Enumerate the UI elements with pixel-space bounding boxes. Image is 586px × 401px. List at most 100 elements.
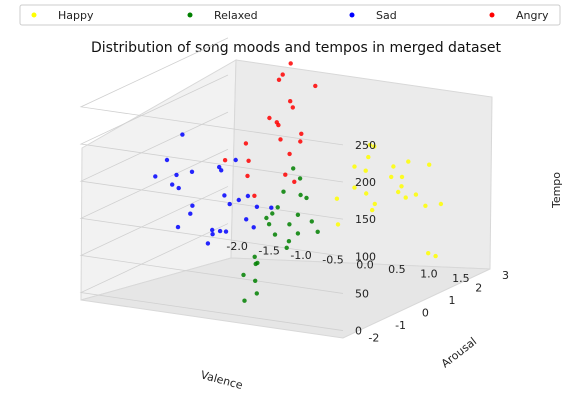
data-point-happy (438, 201, 444, 207)
legend-label-angry: Angry (516, 9, 549, 22)
data-point-sad (188, 211, 193, 216)
data-point-angry (283, 172, 288, 177)
data-point-angry (252, 193, 257, 198)
data-point-happy (423, 203, 428, 208)
tick-labels: -2.0 -1.5 -1.0 -0.5 0.0 0.5 1.0 1.5 -2 -1 0 1 2 3 0 50 1… (226, 139, 509, 345)
data-point-relaxed (291, 166, 296, 171)
data-point-sad (210, 232, 215, 237)
floor-pane (80, 257, 491, 339)
data-point-angry (222, 158, 228, 163)
data-point-sad (233, 157, 238, 163)
data-point-sad (164, 157, 170, 163)
chart-title: Distribution of song moods and tempos in… (91, 40, 502, 56)
x-tick-label: 1.0 (420, 268, 438, 281)
data-point-sad (245, 193, 251, 199)
data-point-happy (352, 164, 357, 169)
data-point-angry (313, 83, 318, 89)
data-point-angry (267, 115, 272, 121)
data-point-angry (299, 131, 304, 136)
data-point-happy (433, 253, 438, 259)
data-point-angry (288, 99, 293, 104)
data-point-relaxed (241, 272, 246, 278)
data-point-happy (396, 189, 401, 195)
data-point-happy (367, 142, 373, 148)
z-gridline (79, 37, 344, 146)
legend-marker-happy (31, 12, 37, 18)
data-point-sad (153, 174, 158, 179)
data-point-relaxed (253, 261, 258, 267)
data-point-sad (217, 164, 222, 170)
data-point-angry (278, 137, 283, 142)
legend-marker-angry (489, 12, 495, 18)
legend-item-relaxed: Relaxed (187, 9, 258, 22)
data-point-angry (246, 158, 251, 163)
data-point-relaxed (254, 291, 259, 296)
data-point-happy (399, 174, 405, 180)
data-point-happy (426, 251, 431, 256)
data-point-sad (205, 241, 211, 246)
legend-label-relaxed: Relaxed (214, 9, 258, 22)
data-point-relaxed (281, 189, 286, 194)
y-tick-label: 1 (449, 294, 456, 307)
data-point-relaxed (266, 222, 272, 227)
data-point-sad (190, 203, 195, 208)
data-point-sad (189, 169, 195, 174)
data-point-relaxed (309, 219, 314, 224)
z-gridline (79, 148, 344, 257)
z-tick-label: 150 (355, 213, 376, 226)
data-point-sad (244, 217, 249, 222)
y-tick-label: 3 (502, 269, 509, 282)
data-point-angry (298, 139, 303, 144)
data-point-angry (288, 61, 293, 66)
data-point-relaxed (298, 192, 303, 198)
data-point-relaxed (270, 211, 275, 216)
x-tick-label: -1.0 (290, 249, 311, 262)
y-axis-label: Arousal (439, 335, 479, 371)
data-point-relaxed (272, 232, 278, 237)
data-point-sad (254, 204, 260, 209)
back-pane-right (230, 59, 493, 270)
data-point-happy (370, 207, 375, 213)
data-point-sad (222, 193, 227, 198)
data-point-happy (372, 201, 377, 207)
z-tick-label: 100 (355, 250, 376, 263)
x-tick-label: 1.5 (452, 272, 470, 285)
data-point-relaxed (304, 195, 309, 201)
data-point-sad (223, 229, 229, 234)
data-point-relaxed (275, 205, 280, 210)
data-point-happy (413, 192, 419, 197)
z-tick-label: 200 (355, 176, 376, 189)
data-point-angry (292, 179, 297, 184)
data-point-happy (427, 162, 432, 167)
z-tick-label: 50 (355, 287, 369, 300)
data-point-sad (180, 132, 185, 137)
data-point-happy (364, 191, 369, 196)
data-point-relaxed (287, 222, 292, 227)
data-point-angry (290, 105, 295, 110)
data-point-angry (280, 72, 285, 77)
data-point-relaxed (295, 231, 301, 236)
data-point-happy (363, 168, 368, 173)
legend-label-sad: Sad (376, 9, 397, 22)
z-tick-label: 0 (355, 325, 362, 338)
data-point-happy (399, 184, 404, 189)
data-point-happy (372, 144, 377, 149)
x-tick-label: -2.0 (226, 240, 247, 253)
data-point-relaxed (284, 245, 289, 250)
x-axis-label: Valence (199, 368, 244, 392)
y-tick-label: 2 (475, 282, 482, 295)
x-tick-label: 0.0 (356, 258, 374, 271)
data-point-sad (174, 172, 179, 178)
data-point-sad (210, 227, 215, 233)
data-point-relaxed (264, 215, 269, 221)
data-points (153, 61, 444, 303)
z-axis-label: Tempo (550, 172, 563, 209)
legend-marker-relaxed (187, 12, 193, 18)
z-gridline (79, 223, 344, 331)
data-point-sad (217, 228, 223, 234)
legend-label-happy: Happy (58, 9, 94, 22)
data-point-relaxed (297, 176, 303, 181)
data-point-sad (227, 201, 232, 207)
z-gridline (79, 74, 344, 183)
data-point-angry (287, 151, 292, 157)
